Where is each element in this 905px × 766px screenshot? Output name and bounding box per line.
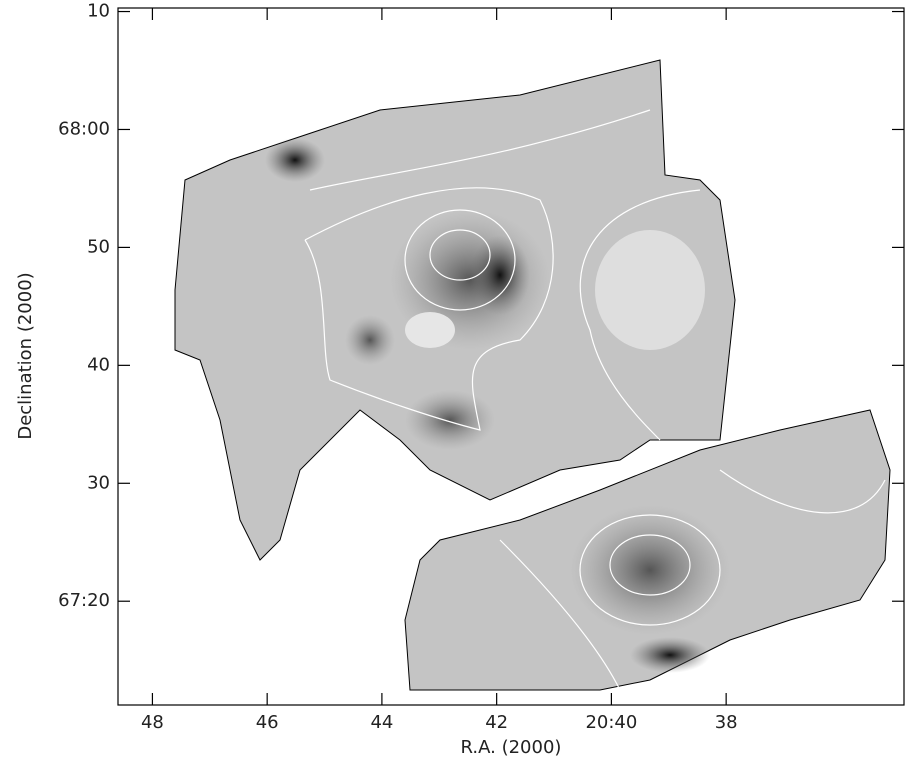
x-axis-label: R.A. (2000): [461, 737, 562, 758]
y-axis-label: Declination (2000): [15, 272, 36, 439]
sky-image: [174, 59, 891, 691]
x-tick-label: 42: [485, 712, 508, 733]
contour: [309, 109, 651, 191]
contour: [429, 229, 491, 281]
y-tick-label: 50: [87, 236, 110, 257]
contour: [579, 189, 701, 441]
contour: [404, 209, 516, 311]
y-tick-label: 67:20: [58, 590, 110, 611]
contour: [579, 514, 721, 626]
contour: [609, 534, 691, 596]
y-tick-label: 40: [87, 354, 110, 375]
x-tick-label: 48: [141, 712, 164, 733]
faint-hole: [405, 312, 455, 348]
bright-blob: [570, 505, 730, 635]
bright-blob: [630, 637, 710, 673]
y-tick-label: 30: [87, 472, 110, 493]
x-tick-label: 20:40: [585, 712, 637, 733]
bright-blob: [265, 138, 325, 182]
bright-blob: [405, 390, 495, 450]
y-tick-label: 10: [87, 1, 110, 22]
plot-frame: [117, 7, 905, 706]
x-tick-label: 38: [715, 712, 738, 733]
x-tick-label: 44: [370, 712, 393, 733]
contour: [304, 187, 554, 431]
contour: [719, 469, 886, 514]
faint-hole: [595, 230, 705, 350]
bright-blob: [345, 315, 395, 365]
x-tick-label: 46: [256, 712, 279, 733]
y-tick-label: 68:00: [58, 118, 110, 139]
white-contours: [304, 109, 886, 691]
contour: [499, 539, 621, 691]
